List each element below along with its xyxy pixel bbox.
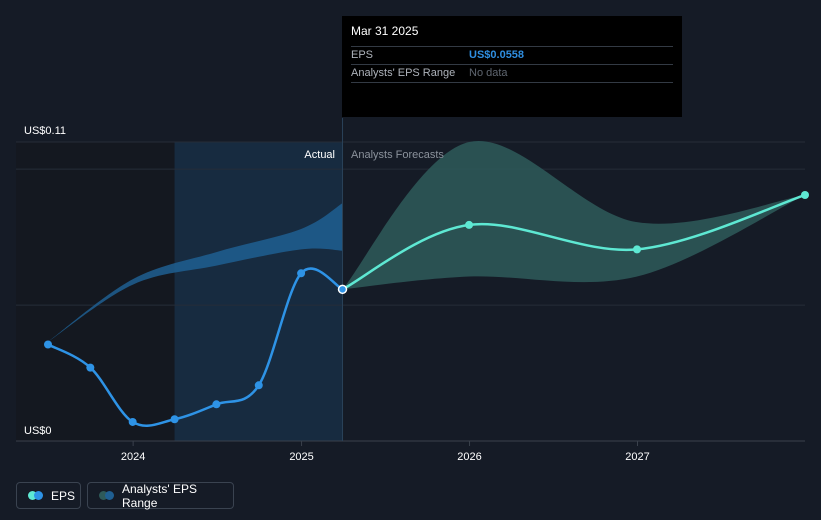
eps-point: [254, 381, 263, 390]
eps-point: [297, 269, 306, 278]
eps-point: [212, 400, 221, 409]
y-axis-top-label: US$0.11: [24, 125, 66, 137]
tooltip-range-label: Analysts' EPS Range: [351, 67, 456, 79]
eps-point: [170, 415, 179, 424]
x-tick-label: 2025: [289, 451, 313, 463]
forecast-region-label: Analysts Forecasts: [351, 149, 444, 161]
legend-eps-toggle[interactable]: EPS: [16, 482, 81, 509]
x-tick-label: 2027: [625, 451, 649, 463]
eps-point: [128, 417, 137, 426]
legend-range-label: Analysts' EPS Range: [122, 481, 197, 510]
tooltip-eps-label: EPS: [351, 49, 374, 61]
eps-point-selected: [337, 284, 348, 295]
eps-point: [86, 363, 95, 372]
eps-point: [44, 340, 52, 349]
forecast-point: [633, 245, 642, 254]
legend-range-toggle[interactable]: Analysts' EPS Range: [87, 481, 234, 510]
tooltip-range-row: Analysts' EPS Range No data: [351, 64, 673, 83]
y-axis-bottom-label: US$0: [24, 425, 52, 437]
tooltip-range-value: No data: [469, 67, 508, 79]
forecast-range-band: [342, 140, 805, 290]
tooltip: Mar 31 2025 EPS US$0.0558 Analysts' EPS …: [342, 16, 682, 117]
forecast-point: [465, 220, 474, 229]
highlight-region: [174, 142, 343, 441]
forecast-point: [801, 191, 809, 200]
tooltip-eps-row: EPS US$0.0558: [351, 46, 673, 64]
forecast-line: [341, 193, 806, 291]
x-tick-label: 2026: [457, 451, 481, 463]
eps-line: [47, 267, 344, 427]
x-tick-label: 2024: [121, 451, 145, 463]
eps-legend-icon: [28, 491, 43, 500]
actual-region-label: Actual: [304, 149, 335, 161]
tooltip-date: Mar 31 2025: [351, 24, 419, 38]
legend-eps-label: EPS: [51, 488, 76, 503]
range-legend-icon: [99, 491, 114, 500]
pre-highlight-shade: [16, 142, 175, 441]
tooltip-eps-value: US$0.0558: [469, 49, 525, 61]
